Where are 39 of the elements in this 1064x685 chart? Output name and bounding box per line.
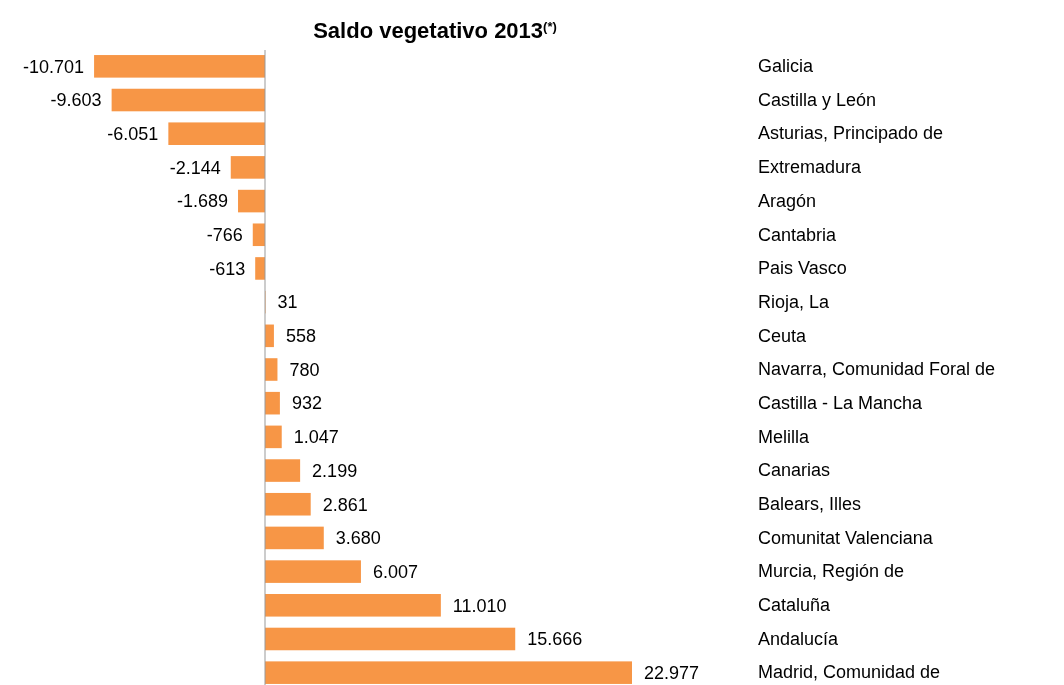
y-tick-label: Comunitat Valenciana xyxy=(758,527,934,548)
data-label: 6.007 xyxy=(372,561,418,582)
y-tick-label: Asturias, Principado de xyxy=(758,123,944,144)
data-label: 932 xyxy=(291,393,322,414)
chart-title: Saldo vegetativo 2013$^{(*)}$ xyxy=(313,18,557,43)
data-label: 558 xyxy=(285,326,316,347)
y-tick-label: Cantabria xyxy=(758,224,838,245)
data-label: 780 xyxy=(289,359,320,380)
data-label: -613 xyxy=(209,258,246,279)
data-label: -766 xyxy=(206,225,243,246)
data-label: 2.861 xyxy=(322,494,368,515)
y-tick-label: Castilla y León xyxy=(758,89,877,110)
y-tick-label: Castilla - La Mancha xyxy=(758,392,924,413)
y-tick-label: Balears, Illes xyxy=(758,494,862,514)
data-label: 2.199 xyxy=(312,460,358,481)
data-label: 11.010 xyxy=(452,595,507,616)
y-tick-label: Aragón xyxy=(758,190,817,211)
y-tick-label: Rioja, La xyxy=(758,291,831,312)
y-tick-label: Ceuta xyxy=(758,325,808,346)
y-tick-label: Murcia, Región de xyxy=(758,561,905,582)
y-tick-label: Madrid, Comunidad de xyxy=(758,662,941,683)
y-tick-label: Extremadura xyxy=(758,157,863,178)
data-label: 22.977 xyxy=(644,662,700,683)
y-tick-label: Galicia xyxy=(758,56,815,77)
y-tick-label: Melilla xyxy=(758,426,810,447)
data-label: -10.701 xyxy=(23,56,85,77)
data-label: 1.047 xyxy=(293,427,339,448)
data-label: -6.051 xyxy=(107,124,159,145)
y-tick-label: Canarias xyxy=(758,460,831,481)
data-label: -2.144 xyxy=(169,157,221,178)
y-tick-label: Pais Vasco xyxy=(758,258,847,279)
data-label: 15.666 xyxy=(527,629,583,650)
data-label: -9.603 xyxy=(50,90,102,111)
data-label: 31 xyxy=(277,292,298,313)
y-tick-label: Cataluña xyxy=(758,595,832,616)
data-label: -1.689 xyxy=(176,191,229,212)
data-label: 3.680 xyxy=(335,528,381,549)
y-tick-label: Andalucía xyxy=(758,628,840,649)
y-tick-label: Navarra, Comunidad Foral de xyxy=(758,359,996,380)
